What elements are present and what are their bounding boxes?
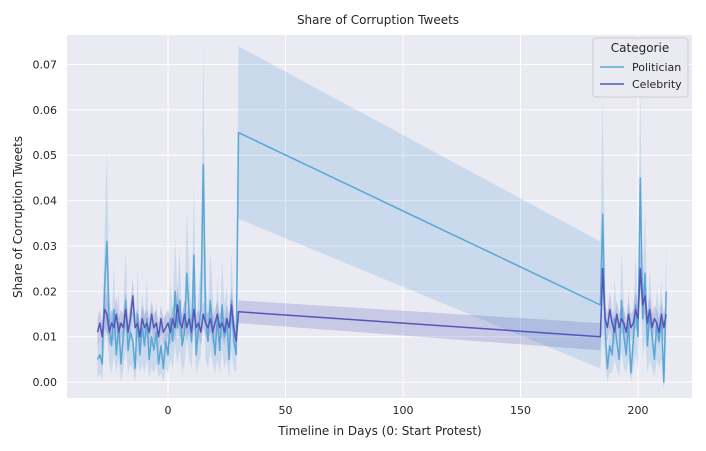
x-tick-label: 0 — [165, 404, 172, 417]
x-tick-label: 200 — [627, 404, 648, 417]
y-tick-label: 0.01 — [33, 331, 58, 344]
y-tick-label: 0.06 — [33, 104, 58, 117]
y-tick-label: 0.00 — [33, 376, 58, 389]
y-tick-label: 0.02 — [33, 285, 58, 298]
series-lines — [96, 131, 667, 383]
y-tick-label: 0.04 — [33, 195, 58, 208]
chart-title: Share of Corruption Tweets — [297, 13, 459, 27]
legend-label-politician: Politician — [632, 61, 681, 74]
x-axis-title: Timeline in Days (0: Start Protest) — [277, 424, 481, 438]
confidence-band-celebrity — [97, 246, 667, 355]
y-tick-label: 0.03 — [33, 240, 58, 253]
legend-label-celebrity: Celebrity — [632, 78, 682, 91]
grid — [67, 35, 692, 398]
series-line-celebrity — [96, 267, 667, 343]
x-tick-label: 150 — [510, 404, 531, 417]
y-tick-label: 0.05 — [33, 149, 58, 162]
x-tick-labels: 0 50 100 150 200 — [165, 404, 649, 417]
y-tick-label: 0.07 — [33, 58, 58, 71]
y-tick-labels: 0.00 0.01 0.02 0.03 0.04 0.05 0.06 0.07 — [33, 58, 58, 389]
legend-title: Categorie — [611, 41, 669, 55]
plot-background — [67, 35, 692, 398]
y-axis-title: Share of Corruption Tweets — [11, 136, 25, 298]
x-tick-label: 100 — [392, 404, 413, 417]
x-tick-label: 50 — [279, 404, 293, 417]
series-line-politician — [96, 131, 667, 383]
legend: Categorie Politician Celebrity — [592, 37, 689, 98]
legend-box — [592, 37, 689, 98]
